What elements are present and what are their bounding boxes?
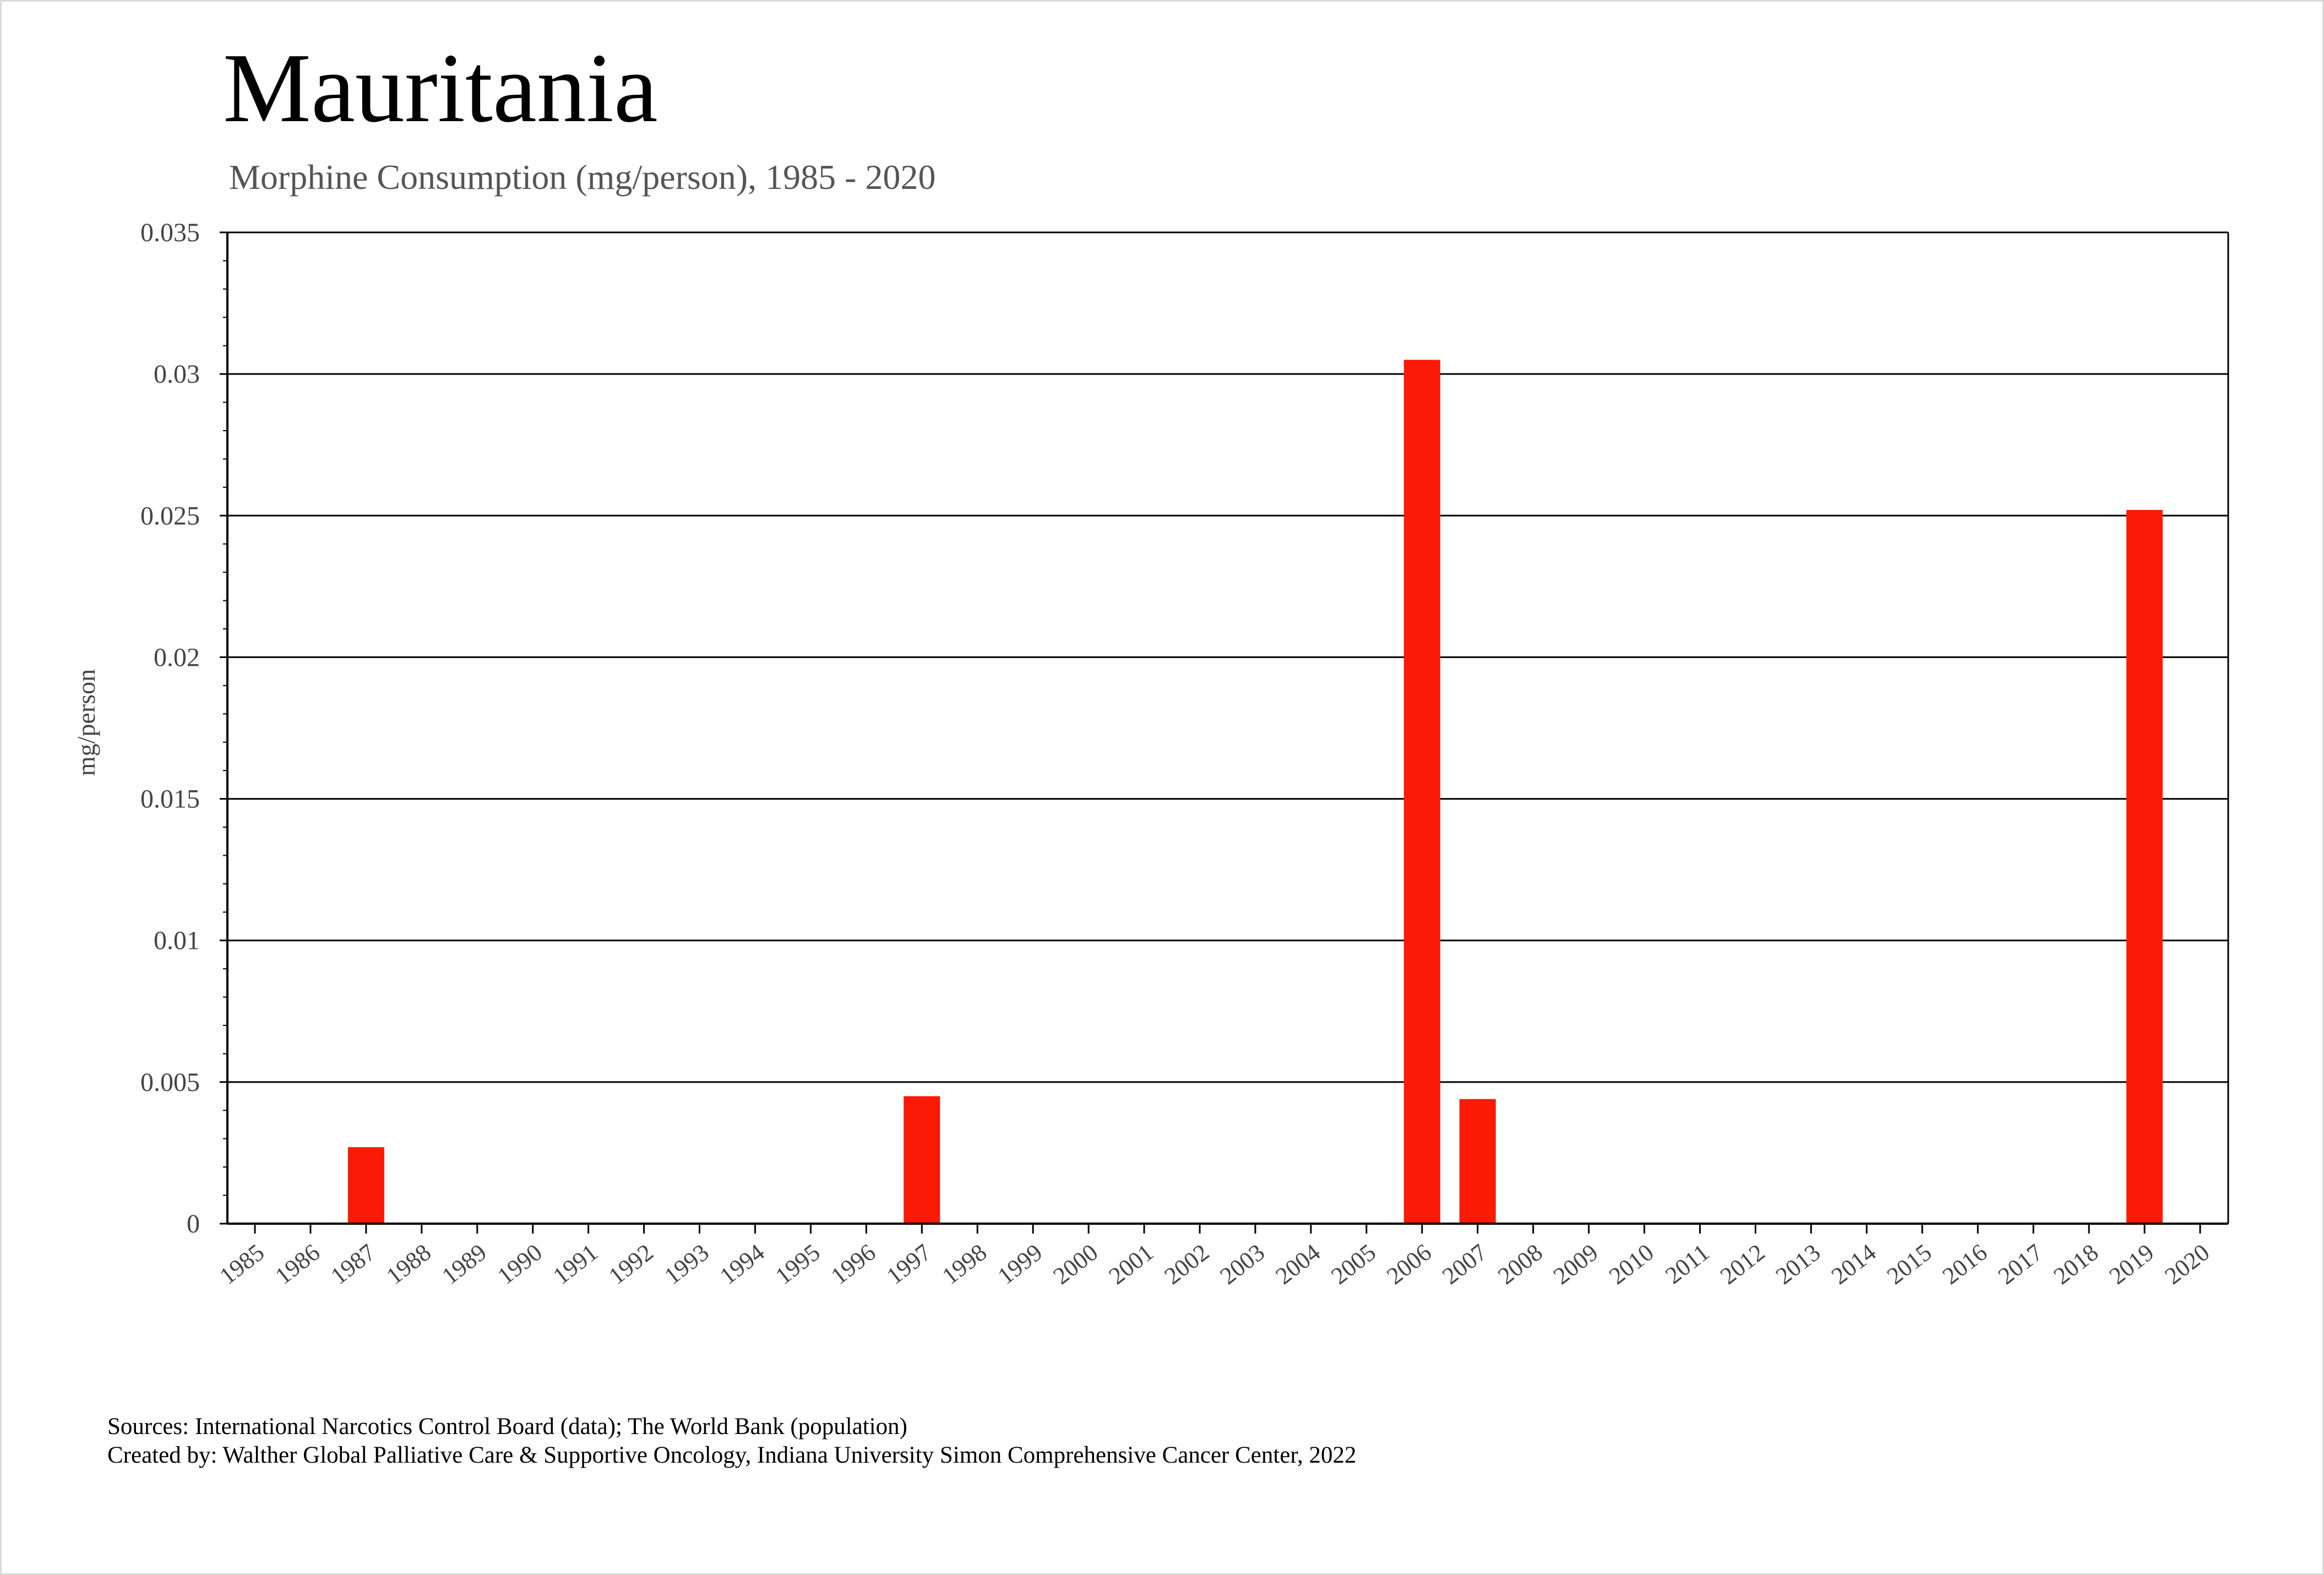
bar-2019 bbox=[2126, 510, 2163, 1224]
chart-subtitle: Morphine Consumption (mg/person), 1985 -… bbox=[229, 158, 936, 197]
x-tick-label: 2000 bbox=[1048, 1239, 1103, 1290]
x-tick-label: 1996 bbox=[826, 1239, 881, 1290]
x-tick-label: 2003 bbox=[1215, 1239, 1270, 1290]
grid-lines bbox=[227, 231, 2228, 1083]
x-tick-label: 2019 bbox=[2104, 1239, 2159, 1290]
x-tick-label: 2009 bbox=[1548, 1239, 1603, 1290]
y-tick-label: 0.02 bbox=[154, 643, 200, 672]
sources-footer: Sources: International Narcotics Control… bbox=[107, 1413, 1357, 1470]
bar-1987 bbox=[347, 1147, 384, 1224]
x-tick-label: 2015 bbox=[1882, 1239, 1937, 1290]
x-tick-label: 2012 bbox=[1715, 1239, 1770, 1290]
y-tick-label: 0.01 bbox=[154, 926, 200, 955]
chart-title: Mauritania bbox=[223, 33, 658, 143]
x-tick-label: 2004 bbox=[1271, 1239, 1326, 1290]
x-tick-label: 1998 bbox=[937, 1239, 992, 1290]
bar-2006 bbox=[1403, 360, 1440, 1224]
x-tick-label: 2016 bbox=[1937, 1239, 1993, 1290]
y-axis-label: mg/person bbox=[72, 669, 100, 776]
y-tick-label: 0 bbox=[187, 1209, 200, 1239]
y-tick-label: 0.035 bbox=[140, 218, 200, 247]
x-tick-label: 1985 bbox=[215, 1239, 270, 1290]
x-tick-label: 2011 bbox=[1660, 1239, 1714, 1289]
x-tick-label: 1997 bbox=[881, 1239, 937, 1290]
x-tick-label: 2018 bbox=[2049, 1239, 2104, 1290]
x-tick-label: 1995 bbox=[770, 1239, 825, 1290]
axes bbox=[226, 231, 2229, 1225]
x-tick-label: 1987 bbox=[326, 1239, 381, 1290]
bar-2007 bbox=[1459, 1099, 1496, 1224]
x-tick-label: 2017 bbox=[1993, 1239, 2048, 1290]
x-tick-label: 1999 bbox=[993, 1239, 1048, 1290]
x-tick-label: 1991 bbox=[548, 1239, 603, 1290]
x-tick-label: 1992 bbox=[603, 1239, 658, 1290]
x-tick-label: 2005 bbox=[1326, 1239, 1381, 1290]
y-tick-label: 0.015 bbox=[140, 785, 200, 814]
x-tick-label: 1988 bbox=[381, 1239, 436, 1290]
created-by-line: Created by: Walther Global Palliative Ca… bbox=[107, 1442, 1357, 1469]
y-tick-label: 0.025 bbox=[140, 501, 200, 530]
x-tick-label: 2007 bbox=[1437, 1239, 1492, 1290]
x-tick-label: 2008 bbox=[1493, 1239, 1548, 1290]
x-tick-label: 2002 bbox=[1160, 1239, 1215, 1290]
y-tick-label: 0.005 bbox=[140, 1068, 200, 1097]
x-tick-label: 2020 bbox=[2160, 1239, 2215, 1290]
x-tick-label: 2006 bbox=[1381, 1239, 1436, 1290]
x-tick-label: 1990 bbox=[492, 1239, 547, 1290]
x-axis-ticks: 1985 1986 1987 1988 1989 1990 1991 1992 1993 1994… bbox=[215, 1224, 2215, 1290]
x-tick-label: 2014 bbox=[1826, 1239, 1881, 1290]
x-tick-label: 2013 bbox=[1771, 1239, 1826, 1290]
x-tick-label: 1989 bbox=[437, 1239, 492, 1290]
bars bbox=[347, 360, 2163, 1224]
x-tick-label: 2001 bbox=[1104, 1239, 1159, 1290]
x-tick-label: 1994 bbox=[715, 1239, 770, 1290]
x-tick-label: 1986 bbox=[270, 1239, 325, 1290]
x-tick-label: 1993 bbox=[659, 1239, 714, 1290]
bar-1997 bbox=[904, 1096, 940, 1224]
x-tick-label: 2010 bbox=[1604, 1239, 1659, 1290]
y-axis-ticks: 0 0.005 0.01 0.015 0.02 0.025 0.03 0.035 bbox=[140, 218, 227, 1239]
sources-line: Sources: International Narcotics Control… bbox=[107, 1414, 907, 1440]
y-tick-label: 0.03 bbox=[154, 360, 200, 389]
